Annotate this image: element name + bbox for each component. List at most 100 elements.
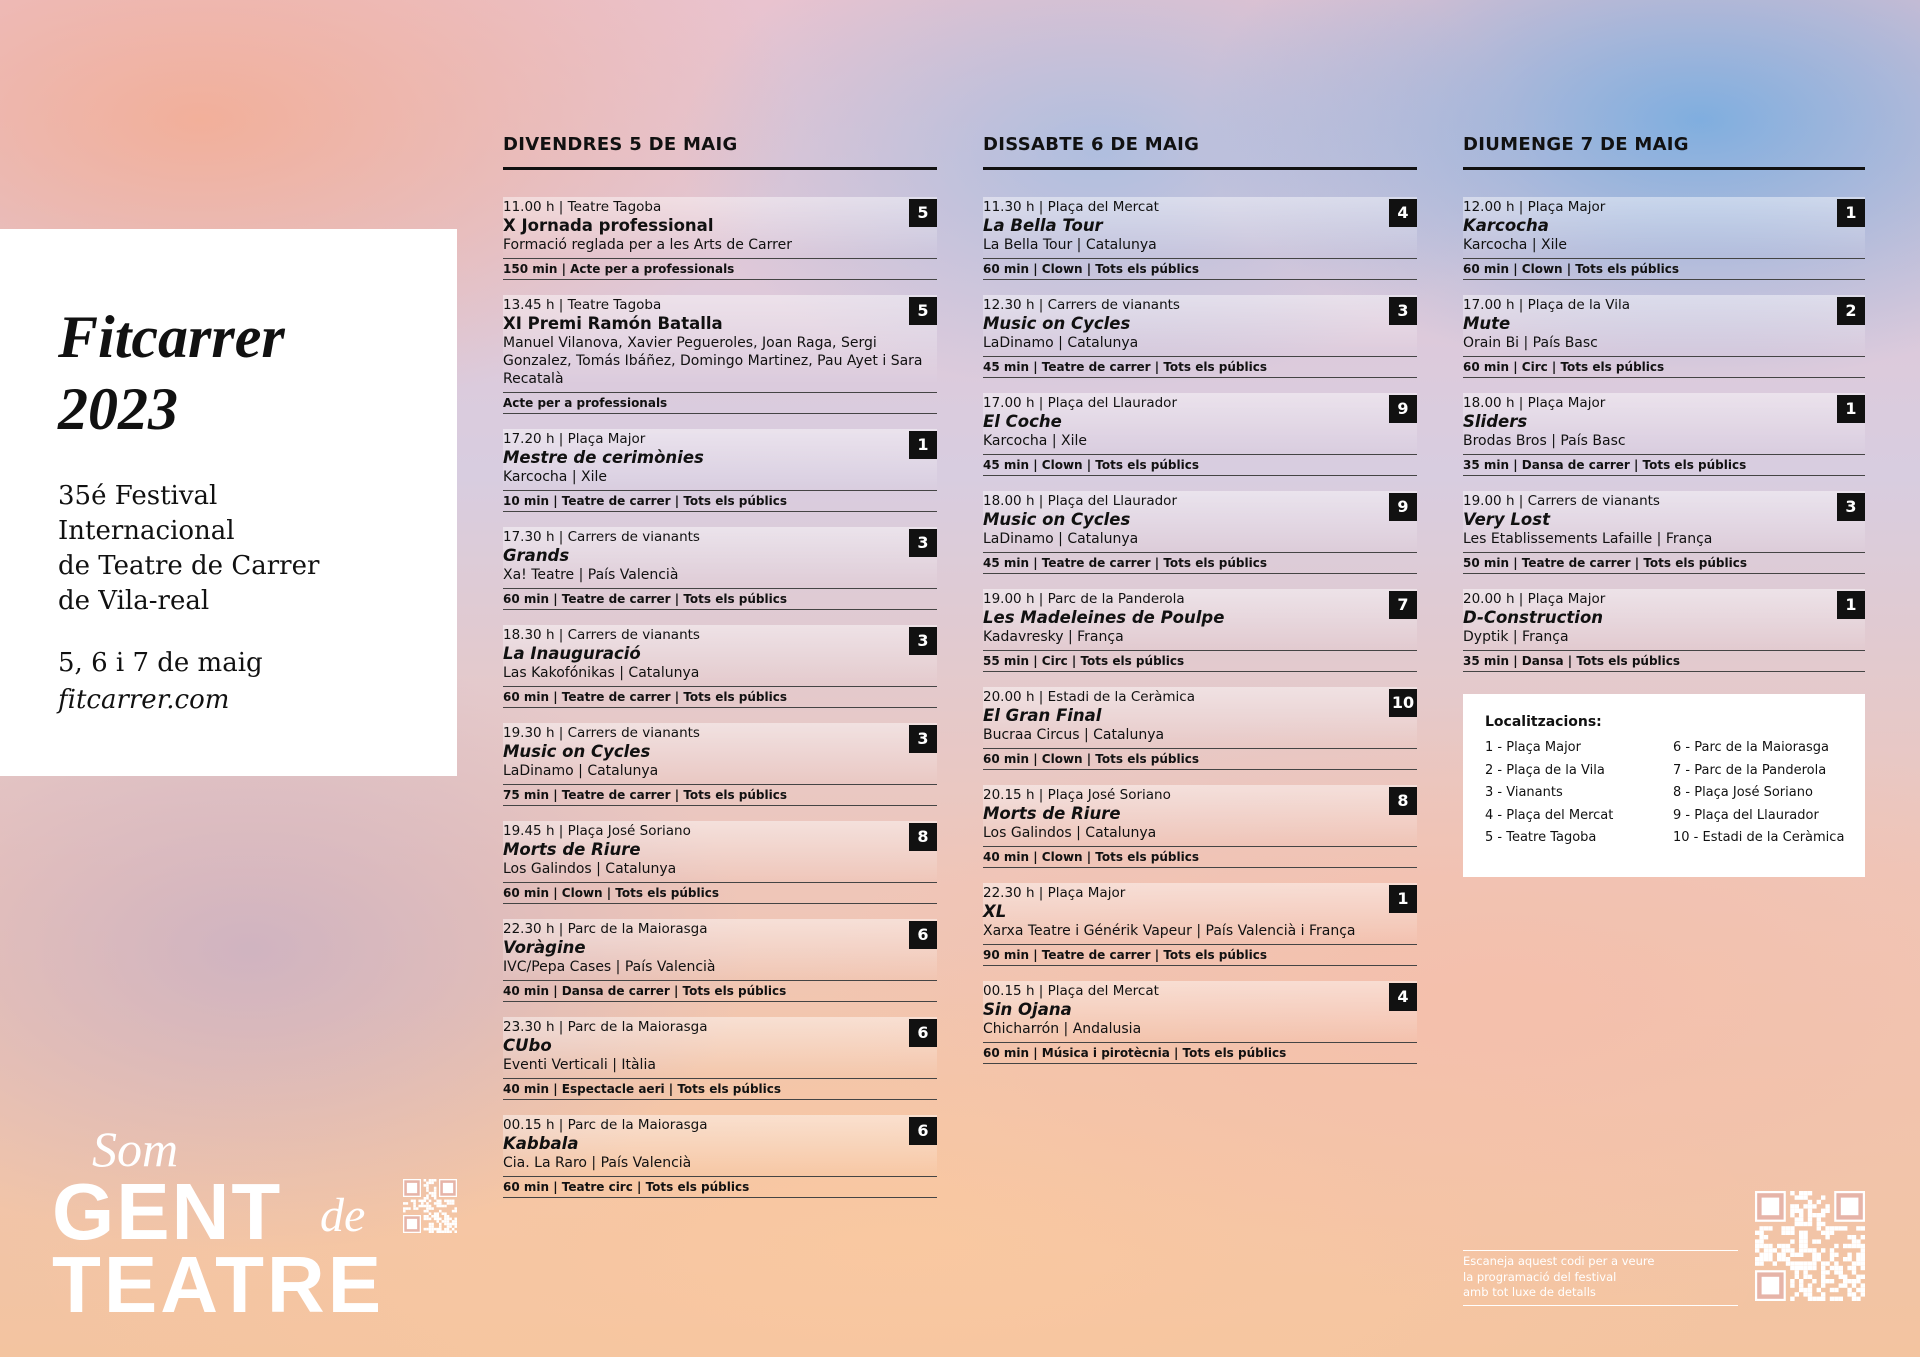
day-column: DISSABTE 6 DE MAIG 11.30 h | Plaça del Me… (983, 128, 1417, 1079)
qr-module (426, 1209, 429, 1213)
qr-module (1790, 1265, 1795, 1271)
qr-module (1794, 1204, 1799, 1209)
qr-module (1807, 1199, 1813, 1205)
qr-module (1851, 1283, 1857, 1288)
qr-module (1812, 1265, 1817, 1271)
qr-module (1807, 1265, 1813, 1271)
event-title: Music on Cycles (503, 742, 651, 761)
qr-module (1759, 1235, 1764, 1240)
qr-module (1816, 1226, 1821, 1231)
event: 20.00 h | Plaça Major 1 D-Construction Dypt… (1463, 589, 1865, 672)
qr-module (1807, 1296, 1813, 1301)
qr-module (1821, 1261, 1826, 1266)
qr-module (1834, 1252, 1839, 1257)
qr-module (1812, 1261, 1817, 1266)
qr-module (428, 1204, 432, 1208)
qr-module (1816, 1221, 1821, 1227)
details: 75 min | Teatre de carrer | Tots els púb… (503, 784, 937, 806)
subtitle-line: Internacional (58, 516, 235, 546)
logo-text: Som (92, 1121, 179, 1177)
qr-module (1785, 1261, 1791, 1266)
event: 11.30 h | Plaça del Mercat 4 La Bella Tour… (983, 197, 1417, 280)
qr-module (1829, 1279, 1835, 1284)
location-number: 2 (1837, 297, 1865, 325)
qr-module (451, 1199, 455, 1203)
event: 19.00 h | Parc de la Panderola 7 Les Madel… (983, 589, 1417, 672)
event-title: La Inauguració (503, 644, 641, 663)
qr-module (1799, 1217, 1804, 1222)
qr-module (1847, 1279, 1852, 1284)
company: Eventi Verticali | Itàlia (503, 1057, 656, 1073)
location-item: 2 - Plaça de la Vila (1485, 762, 1605, 778)
details: 50 min | Teatre de carrer | Tots els púb… (1463, 552, 1865, 574)
qr-module (1772, 1248, 1777, 1253)
qr-module (1847, 1257, 1852, 1262)
qr-module (431, 1191, 434, 1195)
location-item: 6 - Parc de la Maiorasga (1673, 740, 1829, 755)
locations-box: Localitzacions: 1 - Plaça Major 2 - Plaça… (1463, 694, 1865, 877)
qr-module (441, 1204, 445, 1208)
qr-module (408, 1207, 411, 1210)
location-item: 8 - Plaça José Soriano (1673, 785, 1813, 800)
event-title: XL (983, 902, 1007, 921)
location-item: 7 - Parc de la Panderola (1673, 762, 1827, 778)
qr-code[interactable] (1755, 1191, 1865, 1301)
qr-module (423, 1179, 427, 1182)
qr-module (1759, 1243, 1764, 1249)
qr-module (426, 1202, 429, 1205)
qr-module (1847, 1287, 1852, 1293)
qr-module (1816, 1239, 1821, 1244)
location-number: 1 (1389, 885, 1417, 913)
event: 17.20 h | Plaça Major 1 Mestre de cerimòni… (503, 429, 937, 512)
qr-module (454, 1209, 457, 1213)
location-number: 3 (909, 627, 937, 655)
qr-module (1856, 1239, 1861, 1244)
qr-module (1856, 1252, 1861, 1257)
qr-module (451, 1202, 455, 1205)
qr-module (423, 1215, 427, 1218)
event: 19.30 h | Carrers de vianants 3 Music on C… (503, 723, 937, 806)
location-item: 10 - Estadi de la Ceràmica (1673, 830, 1845, 845)
qr-module (1755, 1257, 1760, 1262)
qr-module (1851, 1270, 1857, 1275)
details: 45 min | Teatre de carrer | Tots els púb… (983, 356, 1417, 378)
qr-module (1812, 1248, 1817, 1253)
qr-module (1777, 1257, 1782, 1262)
website[interactable]: fitcarrer.com (58, 685, 230, 715)
day-column: DIVENDRES 5 DE MAIG 11.00 h | Teatre Tago… (503, 128, 937, 1213)
qr-module (1807, 1221, 1813, 1227)
qr-module (439, 1227, 442, 1231)
qr-module (433, 1194, 437, 1197)
qr-module (1821, 1213, 1826, 1218)
qr-module (1807, 1261, 1813, 1266)
qr-module (1843, 1257, 1848, 1262)
qr-module (1816, 1199, 1821, 1205)
qr-module (451, 1227, 455, 1231)
time-place: 23.30 h | Parc de la Maiorasga (503, 1019, 708, 1035)
event: 18.00 h | Plaça Major 1 Sliders Brodas Bros… (1463, 393, 1865, 476)
qr-module (1856, 1279, 1861, 1284)
time-place: 00.15 h | Plaça del Mercat (983, 983, 1159, 999)
location-number: 3 (1837, 493, 1865, 521)
qr-module (418, 1199, 421, 1203)
qr-note-line: amb tot luxe de detalls (1463, 1285, 1596, 1299)
qr-module (1816, 1257, 1821, 1262)
qr-module (1812, 1213, 1817, 1218)
qr-module (1807, 1283, 1813, 1288)
event: 20.15 h | Plaça José Soriano 8 Morts de Ri… (983, 785, 1417, 868)
qr-note-line: Escaneja aquest codi per a veure (1463, 1254, 1655, 1268)
qr-module (1807, 1191, 1813, 1196)
qr-module (431, 1181, 434, 1185)
qr-module (441, 1230, 445, 1233)
location-item: 3 - Vianants (1485, 785, 1563, 800)
location-item: 4 - Plaça del Mercat (1485, 807, 1614, 823)
qr-module (1812, 1204, 1817, 1209)
qr-module (1838, 1283, 1843, 1288)
qr-module (1757, 1272, 1784, 1299)
time-place: 18.00 h | Plaça Major (1463, 395, 1606, 411)
qr-module (1803, 1248, 1808, 1253)
qr-module (1794, 1292, 1799, 1297)
qr-module (444, 1199, 447, 1203)
qr-module (444, 1212, 447, 1215)
qr-module (444, 1227, 447, 1231)
